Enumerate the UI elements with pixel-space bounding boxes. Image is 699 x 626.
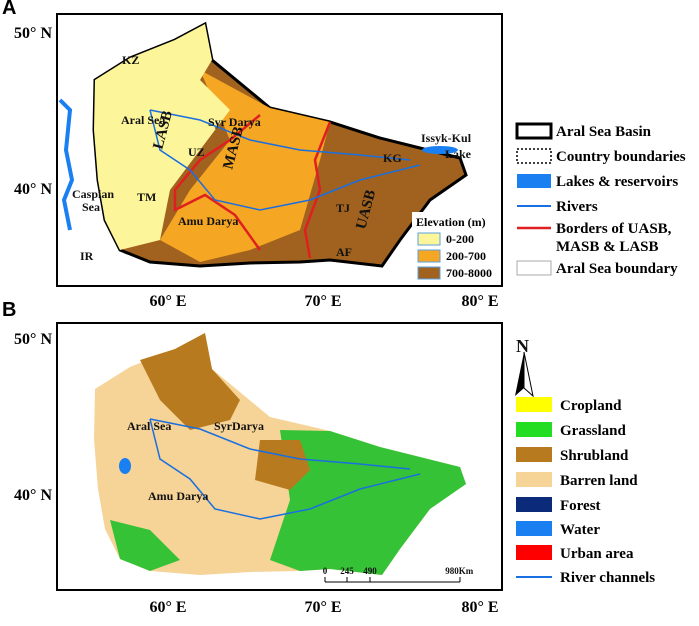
legend: Aral Sea Basin Country boundaries Lakes … <box>515 122 686 277</box>
legend-symbol <box>515 122 553 140</box>
legend-label: MASB & LASB <box>556 239 659 255</box>
map-label: SyrDarya <box>214 419 264 433</box>
map-label: Caspian <box>72 187 114 201</box>
map-label: Amu Darya <box>148 489 208 503</box>
legend-swatch <box>417 232 441 246</box>
lon-label: 60° E <box>149 293 186 310</box>
legend-label: River channels <box>560 570 655 586</box>
north-arrow <box>515 351 534 398</box>
legend-label: Borders of UASB, <box>556 221 672 237</box>
elevation-legend: Elevation (m) 0-200 200-700 700-8000 <box>412 212 500 282</box>
river-channel <box>149 418 421 520</box>
lat-label: 40° N <box>14 181 52 198</box>
map-label: 0 <box>323 566 328 576</box>
map-label: Syr Darya <box>208 115 261 129</box>
legend-symbol <box>516 422 552 437</box>
legend-symbol <box>516 497 552 512</box>
map-label: 245 <box>340 566 354 576</box>
legend-label: Shrubland <box>560 448 629 464</box>
river-channel <box>149 418 411 470</box>
legend-swatch <box>417 249 441 263</box>
legend-label: Country boundaries <box>556 149 686 165</box>
map-label: KG <box>383 151 402 165</box>
scale-bar <box>324 577 461 583</box>
map-label: 980 <box>445 566 459 576</box>
legend-symbol <box>516 545 552 560</box>
map-label: Lake <box>445 147 472 161</box>
lat-label: 50° N <box>14 331 52 348</box>
legend-symbol <box>516 260 552 276</box>
map-label: TM <box>137 190 156 204</box>
river <box>149 109 411 161</box>
legend-symbol <box>516 472 552 487</box>
legend-label: Barren land <box>560 473 638 489</box>
map-label: Amu Darya <box>178 214 238 228</box>
legend-symbol <box>516 447 552 462</box>
legend-label: Rivers <box>556 199 598 215</box>
legend-label: Aral Sea Basin <box>556 124 652 140</box>
map-label: Aral Sea <box>127 419 171 433</box>
legend: Cropland Grassland Shrubland Barren land For… <box>516 397 655 586</box>
legend-title: Elevation (m) <box>416 215 486 229</box>
panel-label: B <box>2 299 16 321</box>
legend-label: Cropland <box>560 398 622 414</box>
map-label: Km <box>459 566 474 576</box>
legend-label: Grassland <box>560 423 627 439</box>
legend-symbol <box>516 397 552 412</box>
shrubland <box>140 333 240 430</box>
issyk-kul <box>422 146 458 154</box>
map-label: 490 <box>363 566 377 576</box>
lon-label: 80° E <box>461 293 498 310</box>
elevation-low <box>94 24 230 250</box>
arrow-half <box>523 351 534 398</box>
subbasin-border <box>303 121 332 259</box>
grassland <box>110 520 180 571</box>
map-label: N <box>516 336 529 356</box>
legend-symbol <box>516 148 552 164</box>
map-label: IR <box>80 249 94 263</box>
map-label: KZ <box>122 53 139 67</box>
map-label: Issyk-Kul <box>421 131 472 145</box>
legend-label: Water <box>560 522 600 538</box>
river <box>149 109 421 211</box>
legend-label: 0-200 <box>446 232 474 246</box>
map-label: Sea <box>82 200 100 214</box>
lat-label: 40° N <box>14 487 52 504</box>
arrow-half <box>515 352 524 396</box>
lat-label: 50° N <box>14 25 52 42</box>
legend-label: Lakes & reservoirs <box>556 174 678 190</box>
caspian-sea <box>58 98 75 231</box>
lon-label: 80° E <box>461 599 498 616</box>
legend-label: Forest <box>560 498 601 514</box>
legend-symbol <box>516 521 552 536</box>
lon-label: 70° E <box>304 293 341 310</box>
legend-label: 700-8000 <box>446 266 492 280</box>
subbasin-border <box>173 114 262 251</box>
map-label: UZ <box>188 145 205 159</box>
panel-b: Aral Sea SyrDarya Amu Darya N 0 245 490 980 Km B… <box>2 299 655 616</box>
panel-label: A <box>2 0 16 19</box>
map-label: TJ <box>336 201 350 215</box>
lon-label: 70° E <box>304 599 341 616</box>
legend-swatch <box>417 266 441 280</box>
lon-label: 60° E <box>149 599 186 616</box>
legend-label: Urban area <box>560 546 634 562</box>
map-label: AF <box>336 245 352 259</box>
legend-symbol <box>517 174 551 188</box>
legend-label: 200-700 <box>446 249 486 263</box>
water <box>119 458 131 474</box>
grassland <box>270 430 466 575</box>
elevation-mid <box>160 70 330 262</box>
map-label: Aral Sea <box>121 113 165 127</box>
legend-label: Aral Sea boundary <box>556 261 678 277</box>
